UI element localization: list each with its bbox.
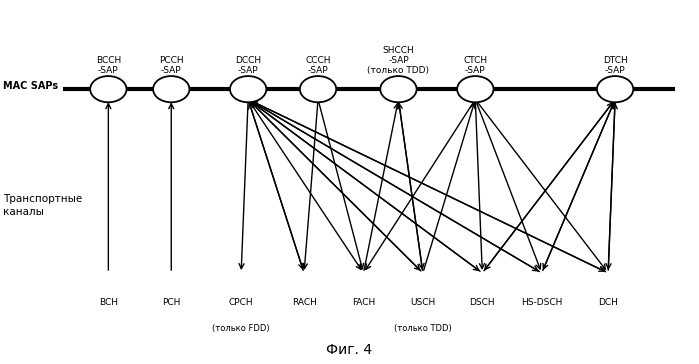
Ellipse shape bbox=[457, 76, 493, 102]
Text: CCCH
-SAP: CCCH -SAP bbox=[305, 56, 331, 75]
Text: BCH: BCH bbox=[99, 298, 118, 308]
Text: Фиг. 4: Фиг. 4 bbox=[326, 343, 373, 357]
Text: USCH: USCH bbox=[410, 298, 435, 308]
Text: DTCH
-SAP: DTCH -SAP bbox=[603, 56, 628, 75]
Text: BCCH
-SAP: BCCH -SAP bbox=[96, 56, 121, 75]
Ellipse shape bbox=[300, 76, 336, 102]
Text: Транспортные
каналы: Транспортные каналы bbox=[3, 194, 82, 217]
Text: DCCH
-SAP: DCCH -SAP bbox=[235, 56, 261, 75]
Text: SHCCH
-SAP
(только TDD): SHCCH -SAP (только TDD) bbox=[368, 46, 429, 75]
Text: DCH: DCH bbox=[598, 298, 618, 308]
Text: (только TDD): (только TDD) bbox=[394, 324, 452, 333]
Text: MAC SAPs: MAC SAPs bbox=[3, 80, 59, 91]
Text: DSCH: DSCH bbox=[470, 298, 495, 308]
Text: HS-DSCH: HS-DSCH bbox=[521, 298, 563, 308]
Text: CTCH
-SAP: CTCH -SAP bbox=[463, 56, 487, 75]
Ellipse shape bbox=[380, 76, 417, 102]
Ellipse shape bbox=[153, 76, 189, 102]
Text: (только FDD): (только FDD) bbox=[212, 324, 270, 333]
Ellipse shape bbox=[230, 76, 266, 102]
Text: RACH: RACH bbox=[291, 298, 317, 308]
Text: PCCH
-SAP: PCCH -SAP bbox=[159, 56, 184, 75]
Text: FACH: FACH bbox=[352, 298, 375, 308]
Text: PCH: PCH bbox=[162, 298, 180, 308]
Ellipse shape bbox=[90, 76, 127, 102]
Ellipse shape bbox=[597, 76, 633, 102]
Text: CPCH: CPCH bbox=[229, 298, 254, 308]
